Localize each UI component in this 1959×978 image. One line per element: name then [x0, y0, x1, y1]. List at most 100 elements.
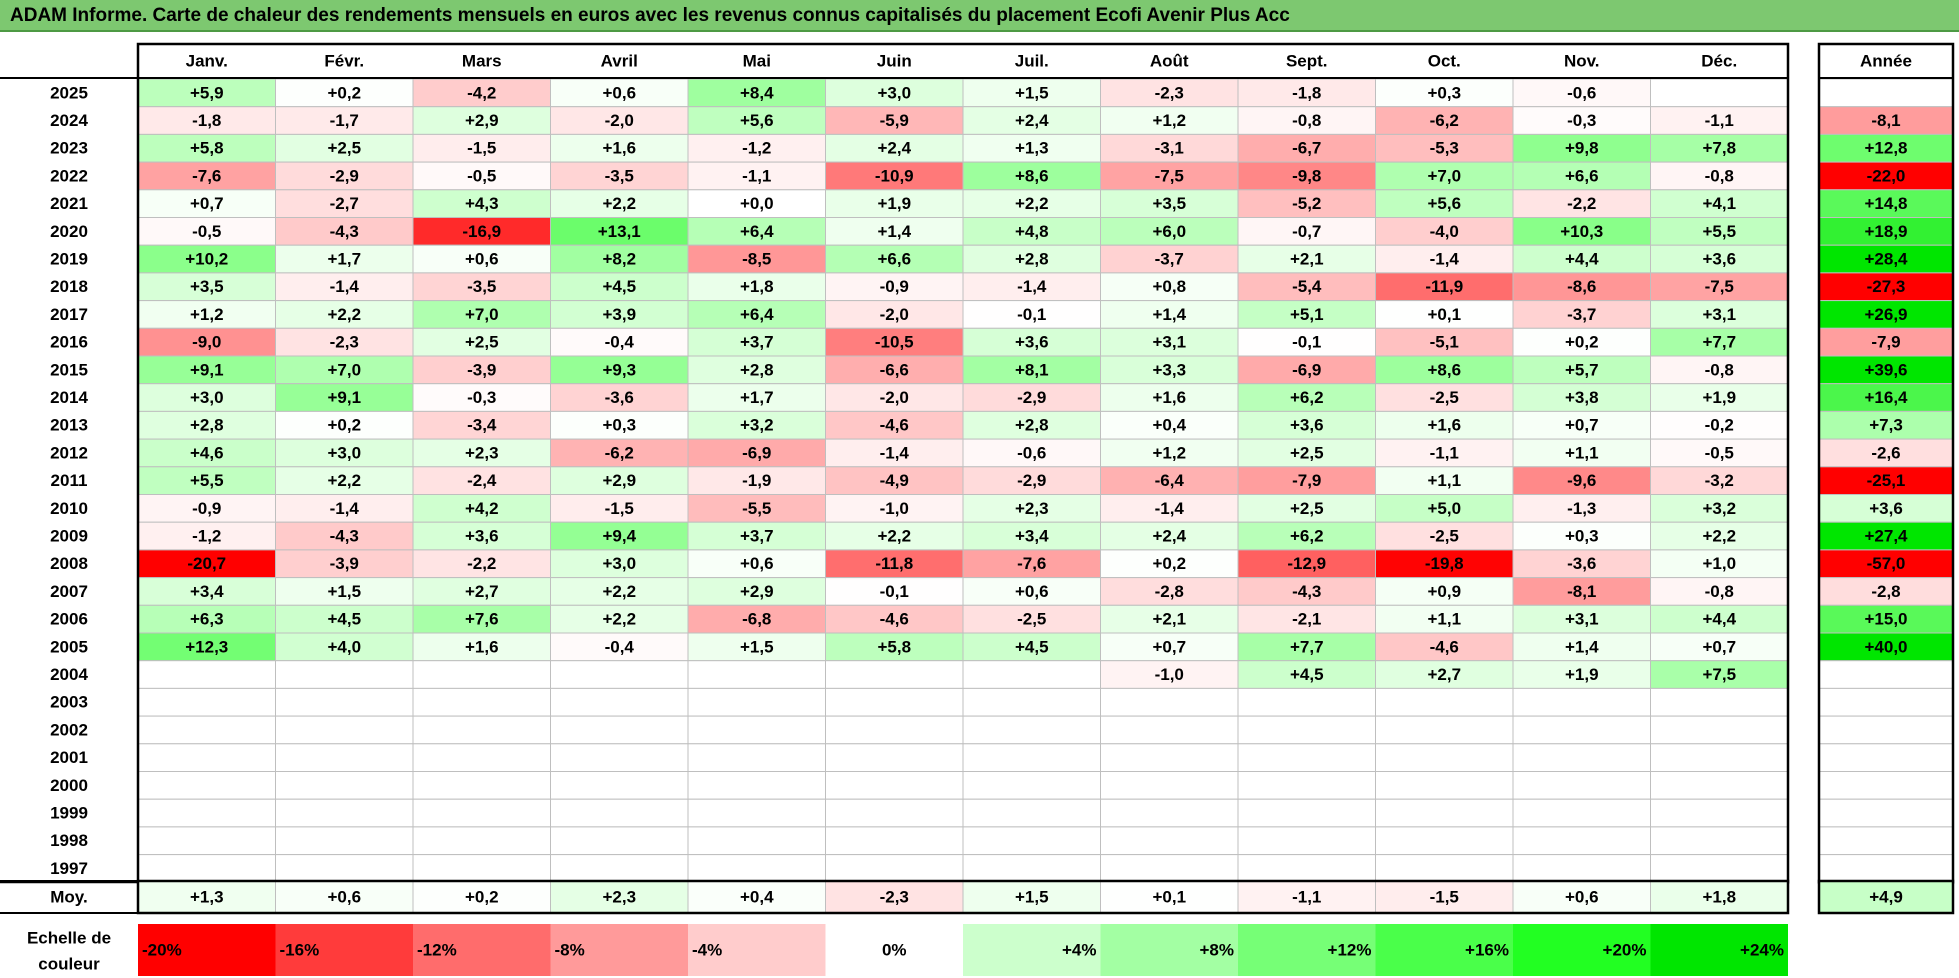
cell-value: -3,7: [1567, 305, 1596, 324]
heatmap-cell: [962, 826, 1101, 856]
cell-value: +7,8: [1702, 139, 1736, 158]
annual-cell: [1818, 826, 1954, 856]
cell-value: +2,7: [465, 582, 499, 601]
cell-value: -6,7: [1292, 139, 1321, 158]
row-year-label: 2003: [50, 693, 88, 712]
row-year-label: 2000: [50, 776, 88, 795]
cell-value: +4,2: [465, 499, 499, 518]
month-header-5: Mai: [743, 51, 771, 70]
heatmap-cell: [275, 189, 414, 219]
cell-value: +6,2: [1290, 527, 1324, 546]
heatmap-cell: [687, 106, 826, 135]
cell-value: +5,8: [190, 139, 224, 158]
heatmap-cell: [275, 577, 414, 606]
average-value: +0,4: [740, 887, 774, 906]
annual-cell: [1818, 466, 1954, 495]
heatmap-cell: [275, 327, 414, 357]
cell-value: +7,7: [1290, 637, 1324, 656]
heatmap-cell: [550, 632, 689, 662]
heatmap-cell: [1100, 798, 1239, 828]
heatmap-cell: [1375, 826, 1514, 856]
cell-value: +0,4: [1152, 416, 1186, 435]
heatmap-cell: [1512, 300, 1651, 329]
heatmap-cell: [275, 715, 414, 745]
heatmap-cell: [137, 632, 276, 662]
cell-value: +1,9: [877, 194, 911, 213]
scale-label-line2: couleur: [38, 954, 100, 973]
heatmap-cell: [550, 355, 689, 385]
cell-value: +1,4: [877, 222, 911, 241]
cell-value: -11,9: [1425, 277, 1463, 296]
cell-value: -0,5: [192, 222, 221, 241]
heatmap-cell: [825, 106, 964, 135]
cell-value: -0,1: [880, 582, 909, 601]
heatmap-cell: [687, 189, 826, 219]
cell-value: -9,0: [192, 333, 221, 352]
heatmap-cell: [687, 521, 826, 551]
average-value: -1,1: [1292, 887, 1321, 906]
cell-value: -0,8: [1705, 166, 1734, 185]
cell-value: -3,5: [467, 277, 496, 296]
cell-value: +0,6: [1015, 582, 1049, 601]
cell-value: -5,1: [1430, 333, 1459, 352]
average-value: +2,3: [602, 887, 636, 906]
cell-value: -2,4: [467, 471, 497, 490]
heatmap-cell: [1100, 466, 1239, 495]
heatmap-cell: [412, 189, 551, 219]
cell-value: -1,4: [1155, 499, 1185, 518]
scale-label: +4%: [1062, 940, 1097, 959]
scale-swatch: [1238, 924, 1376, 976]
heatmap-cell: [1512, 327, 1651, 357]
heatmap-cell: [137, 854, 276, 883]
cell-value: +0,7: [1152, 637, 1186, 656]
cell-value: +0,2: [327, 83, 361, 102]
scale-swatch: [138, 924, 276, 976]
heatmap-cell: [550, 133, 689, 163]
heatmap-cell: [962, 715, 1101, 745]
cell-value: +3,7: [740, 527, 774, 546]
heatmap-cell: [1650, 161, 1789, 191]
cell-value: -4,0: [1430, 222, 1459, 241]
heatmap-cell: [412, 687, 551, 717]
cell-value: -0,5: [467, 166, 496, 185]
average-value: +1,5: [1015, 887, 1049, 906]
heatmap-cell: [550, 577, 689, 606]
row-year-label: 2008: [50, 554, 88, 573]
heatmap-cell: [412, 355, 551, 385]
annual-cell: [1818, 300, 1954, 329]
heatmap-cell: [137, 826, 276, 856]
heatmap-cell: [687, 660, 826, 689]
scale-swatch: [550, 924, 688, 976]
year-header: Année: [1860, 51, 1912, 70]
cell-value: -6,2: [1430, 111, 1459, 130]
row-year-label: 2025: [50, 83, 88, 102]
heatmap-cell: [550, 604, 689, 634]
cell-value: +3,6: [1702, 250, 1736, 269]
heatmap-cell: [1237, 106, 1376, 135]
cell-value: -6,2: [605, 443, 634, 462]
heatmap-cell: [962, 549, 1101, 579]
heatmap-cell: [825, 161, 964, 191]
row-year-label: 2002: [50, 720, 88, 739]
cell-value: -5,9: [880, 111, 909, 130]
cell-value: -7,6: [1017, 554, 1046, 573]
cell-value: -0,8: [1292, 111, 1321, 130]
annual-cell: [1818, 438, 1954, 468]
heatmap-cell: [1650, 715, 1789, 745]
cell-value: +5,6: [1427, 194, 1461, 213]
heatmap-cell: [1100, 549, 1239, 579]
heatmap-cell: [687, 798, 826, 828]
average-cell: [825, 880, 964, 914]
cell-value: -2,0: [605, 111, 634, 130]
cell-value: +6,4: [740, 222, 774, 241]
cell-value: +0,0: [740, 194, 774, 213]
heatmap-cell: [687, 383, 826, 412]
annual-value: -25,1: [1867, 471, 1906, 490]
heatmap-cell: [137, 161, 276, 191]
heatmap-cell: [825, 466, 964, 495]
heatmap-cell: [825, 410, 964, 440]
cell-value: +1,5: [1015, 83, 1049, 102]
annual-value: +15,0: [1864, 610, 1907, 629]
cell-value: -2,3: [330, 333, 359, 352]
cell-value: -3,7: [1155, 250, 1184, 269]
